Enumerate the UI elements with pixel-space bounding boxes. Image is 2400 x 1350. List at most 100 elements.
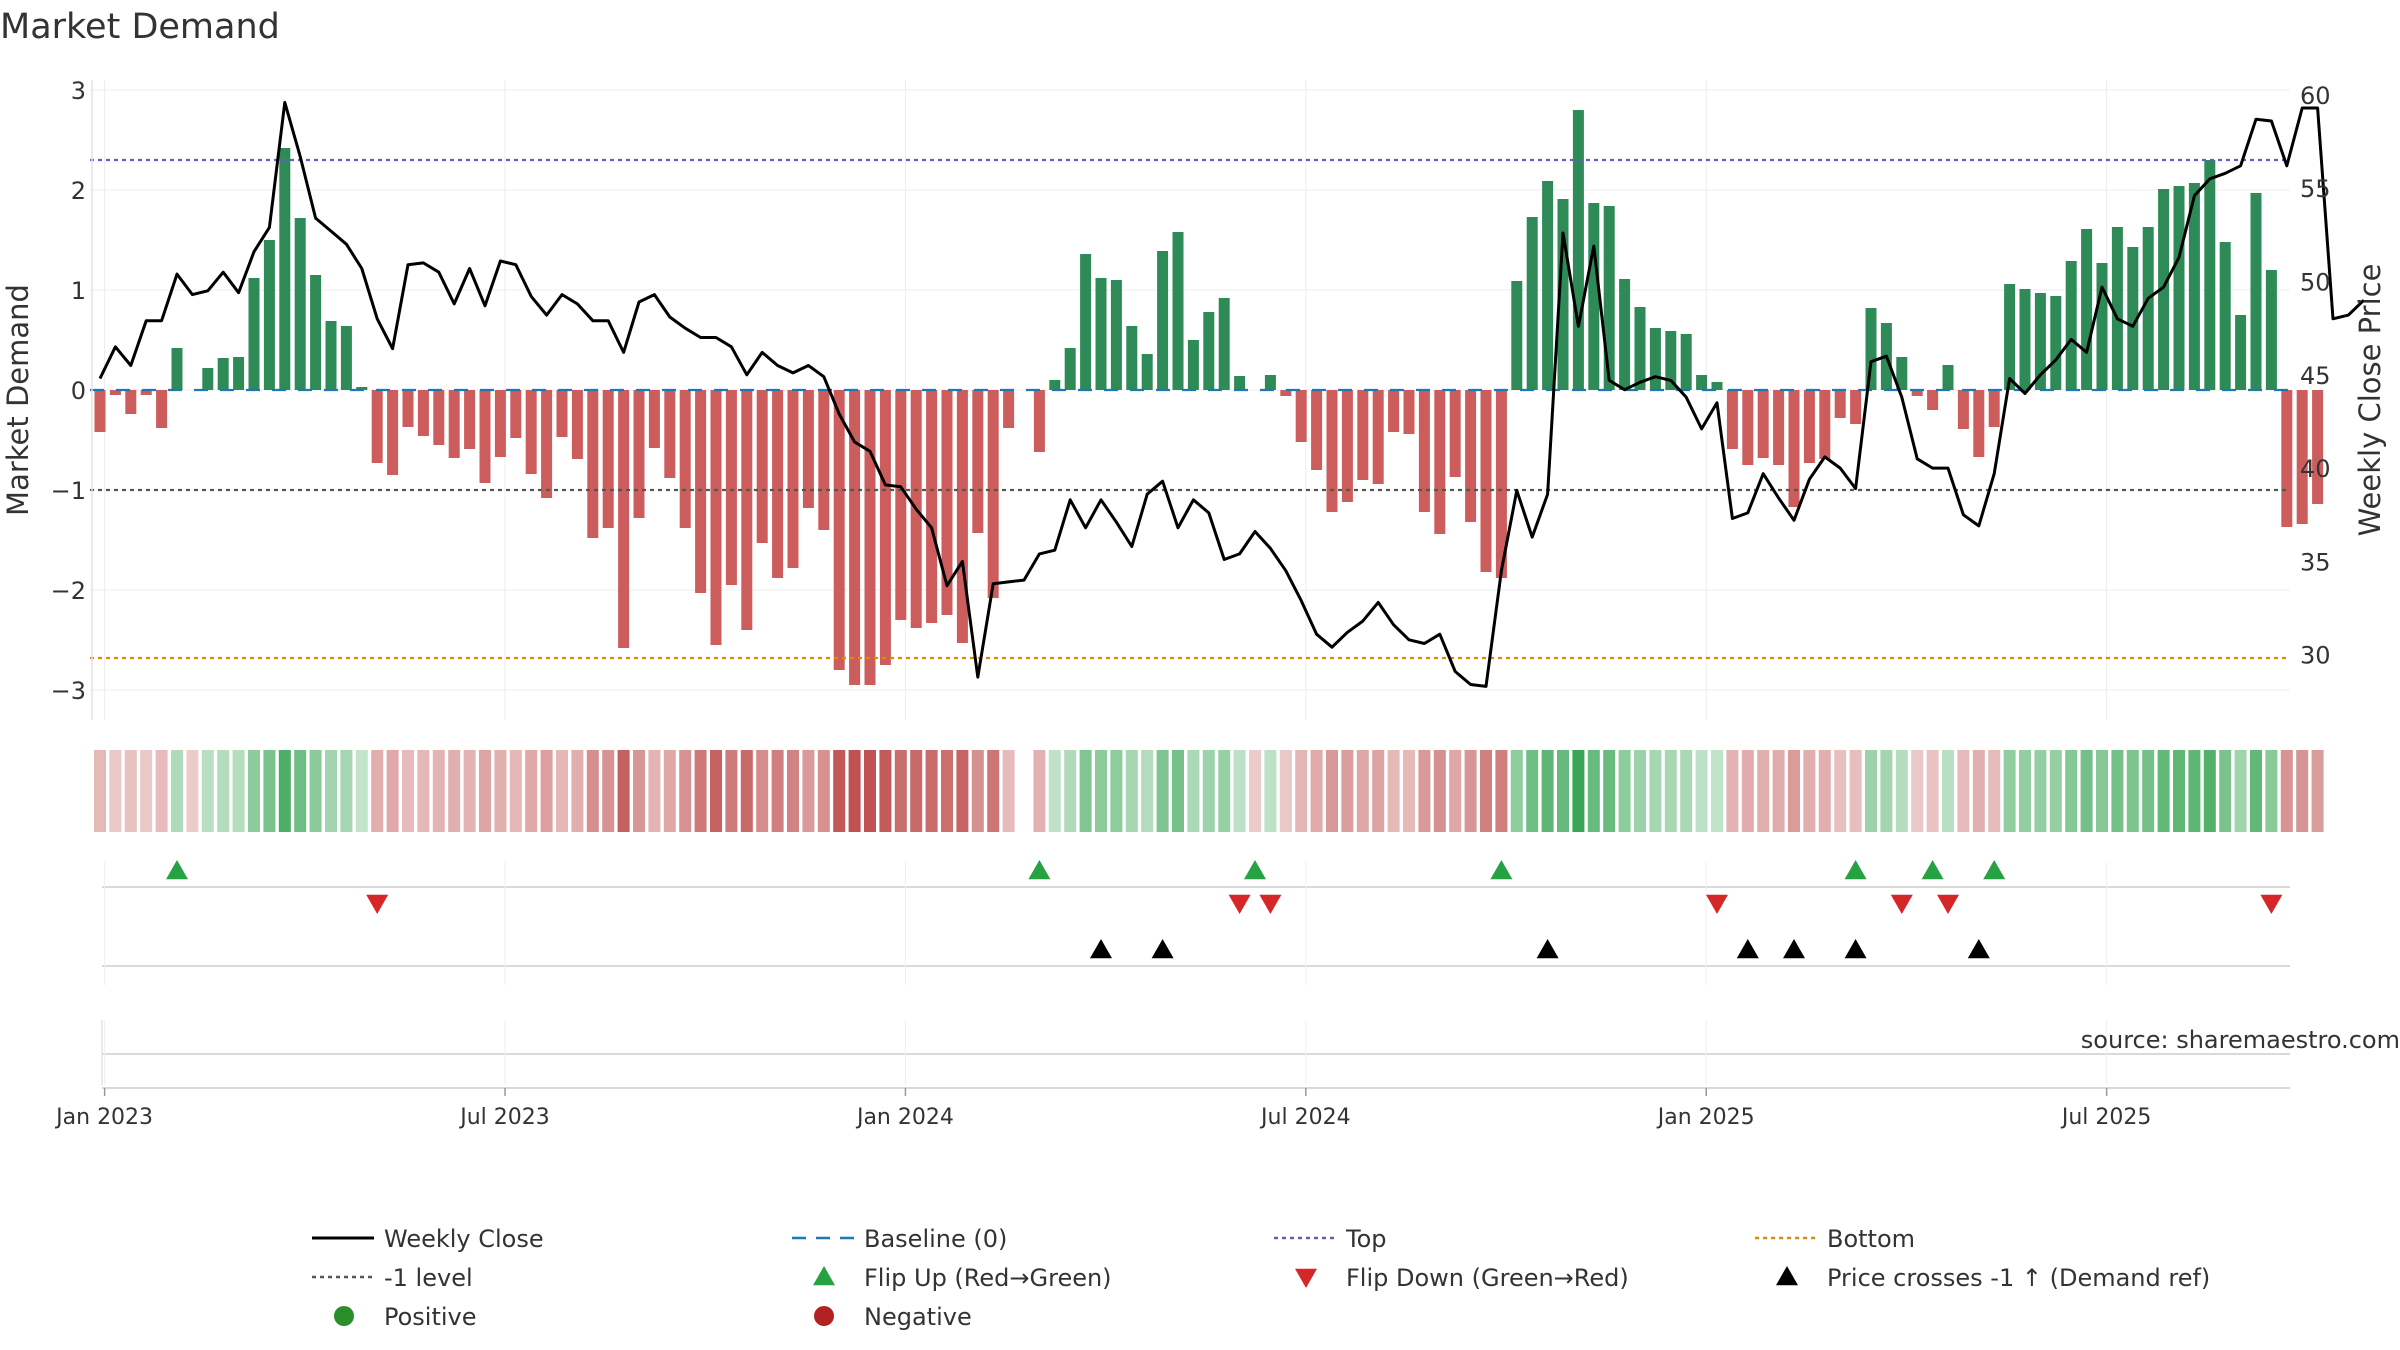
- demand-bar: [109, 390, 121, 395]
- demand-bar: [772, 390, 784, 578]
- demand-bar: [1850, 390, 1862, 424]
- heat-strip-cell: [1834, 750, 1847, 832]
- legend-swatch: [813, 1266, 835, 1286]
- y-left-tick-label: −2: [51, 577, 86, 605]
- y-right-tick-label: 60: [2300, 82, 2331, 110]
- heat-strip-cell: [1341, 750, 1354, 832]
- demand-bar: [2235, 315, 2247, 390]
- flip-up-marker: [166, 860, 188, 880]
- heat-strip-cell: [848, 750, 861, 832]
- legend-label: Top: [1345, 1225, 1387, 1253]
- demand-bar: [140, 390, 152, 395]
- demand-bar: [2158, 189, 2170, 390]
- legend-label: Flip Down (Green→Red): [1346, 1264, 1629, 1292]
- demand-bar: [94, 390, 106, 432]
- legend-label: Flip Up (Red→Green): [864, 1264, 1112, 1292]
- demand-bar: [571, 390, 583, 459]
- cross-marker: [1783, 939, 1805, 959]
- flip-down-marker: [1228, 894, 1251, 914]
- y-right-tick-label: 55: [2300, 175, 2331, 203]
- heat-strip-cell: [386, 750, 399, 832]
- demand-bar: [2081, 229, 2093, 390]
- heat-strip-cell: [1603, 750, 1616, 832]
- flip-up-marker: [1983, 860, 2006, 880]
- demand-bar: [1064, 348, 1076, 390]
- demand-bar: [417, 390, 429, 436]
- heat-strip-cell: [1618, 750, 1631, 832]
- demand-bar: [1311, 390, 1323, 470]
- demand-bar: [1326, 390, 1338, 512]
- demand-bar: [1264, 375, 1276, 390]
- flip-down-marker: [2260, 894, 2283, 914]
- demand-bar: [1911, 390, 1923, 396]
- heat-strip-cell: [1911, 750, 1924, 832]
- heat-strip-cell: [1433, 750, 1446, 832]
- heat-strip-cell: [1895, 750, 1908, 832]
- heat-strip-cell: [432, 750, 445, 832]
- heat-strip-cell: [1418, 750, 1431, 832]
- y-right-tick-label: 45: [2300, 362, 2331, 390]
- flip-down-marker: [1259, 894, 1282, 914]
- heat-strip-cell: [1695, 750, 1708, 832]
- heat-strip-cell: [2111, 750, 2124, 832]
- demand-bar: [279, 148, 291, 390]
- heat-strip-cell: [2234, 750, 2247, 832]
- heat-strip-cell: [1510, 750, 1523, 832]
- heat-strip-cell: [802, 750, 815, 832]
- demand-bar: [156, 390, 168, 428]
- heat-strip-cell: [879, 750, 892, 832]
- demand-bar: [1341, 390, 1353, 502]
- demand-bar: [1542, 181, 1554, 390]
- heat-strip-cell: [694, 750, 707, 832]
- legend-item-baseline: Baseline (0): [792, 1225, 1007, 1253]
- heat-strip-cell: [1403, 750, 1415, 832]
- heat-strip-cell: [956, 750, 969, 832]
- demand-bar: [541, 390, 553, 498]
- heat-strip-cell: [2280, 750, 2293, 832]
- heat-strip-cell: [1803, 750, 1816, 832]
- cross-marker: [1844, 939, 1867, 959]
- heat-strip-cell: [1526, 750, 1539, 832]
- legend-label: Price crosses -1 ↑ (Demand ref): [1827, 1264, 2210, 1292]
- demand-bar: [895, 390, 907, 620]
- heat-strip-cell: [1988, 750, 2001, 832]
- heat-strip-cell: [633, 750, 645, 832]
- demand-bar: [879, 390, 891, 665]
- demand-bar: [1603, 206, 1615, 390]
- heat-strip-cell: [1788, 750, 1800, 832]
- demand-bar: [1372, 390, 1384, 484]
- heat-strip-cell: [309, 750, 322, 832]
- heat-strip-cell: [340, 750, 353, 832]
- demand-bar: [1557, 199, 1569, 390]
- demand-bar: [1803, 390, 1815, 463]
- demand-bar: [1942, 365, 1954, 390]
- demand-bar: [1203, 312, 1215, 390]
- heat-strip-cell: [1557, 750, 1569, 832]
- legend-item-flip_down: Flip Down (Green→Red): [1295, 1264, 1629, 1292]
- demand-bar: [864, 390, 876, 685]
- demand-bar: [2065, 261, 2077, 390]
- heat-strip-cell: [1295, 750, 1308, 832]
- legend-swatch: [1776, 1266, 1798, 1286]
- legend-swatch: [334, 1306, 354, 1326]
- demand-bar: [2219, 242, 2231, 390]
- legend-swatch: [814, 1306, 834, 1326]
- demand-bar: [1080, 254, 1092, 390]
- heat-strip-cell: [756, 750, 769, 832]
- heat-strip-cell: [1264, 750, 1277, 832]
- legend-item-flip_up: Flip Up (Red→Green): [813, 1264, 1112, 1292]
- heat-strip-cell: [1480, 750, 1492, 832]
- demand-bar: [941, 390, 953, 615]
- demand-bar: [1511, 281, 1523, 390]
- demand-bar: [1680, 334, 1692, 390]
- flip-up-marker: [1490, 860, 1513, 880]
- legend-label: Baseline (0): [864, 1225, 1007, 1253]
- demand-bar: [1465, 390, 1477, 522]
- heat-strip-cell: [278, 750, 291, 832]
- heat-strip-cell: [2049, 750, 2062, 832]
- heat-strip-cell: [217, 750, 230, 832]
- demand-bar: [1172, 232, 1184, 390]
- demand-bar: [2281, 390, 2293, 527]
- heat-strip-cell: [201, 750, 214, 832]
- demand-bar: [1526, 217, 1538, 390]
